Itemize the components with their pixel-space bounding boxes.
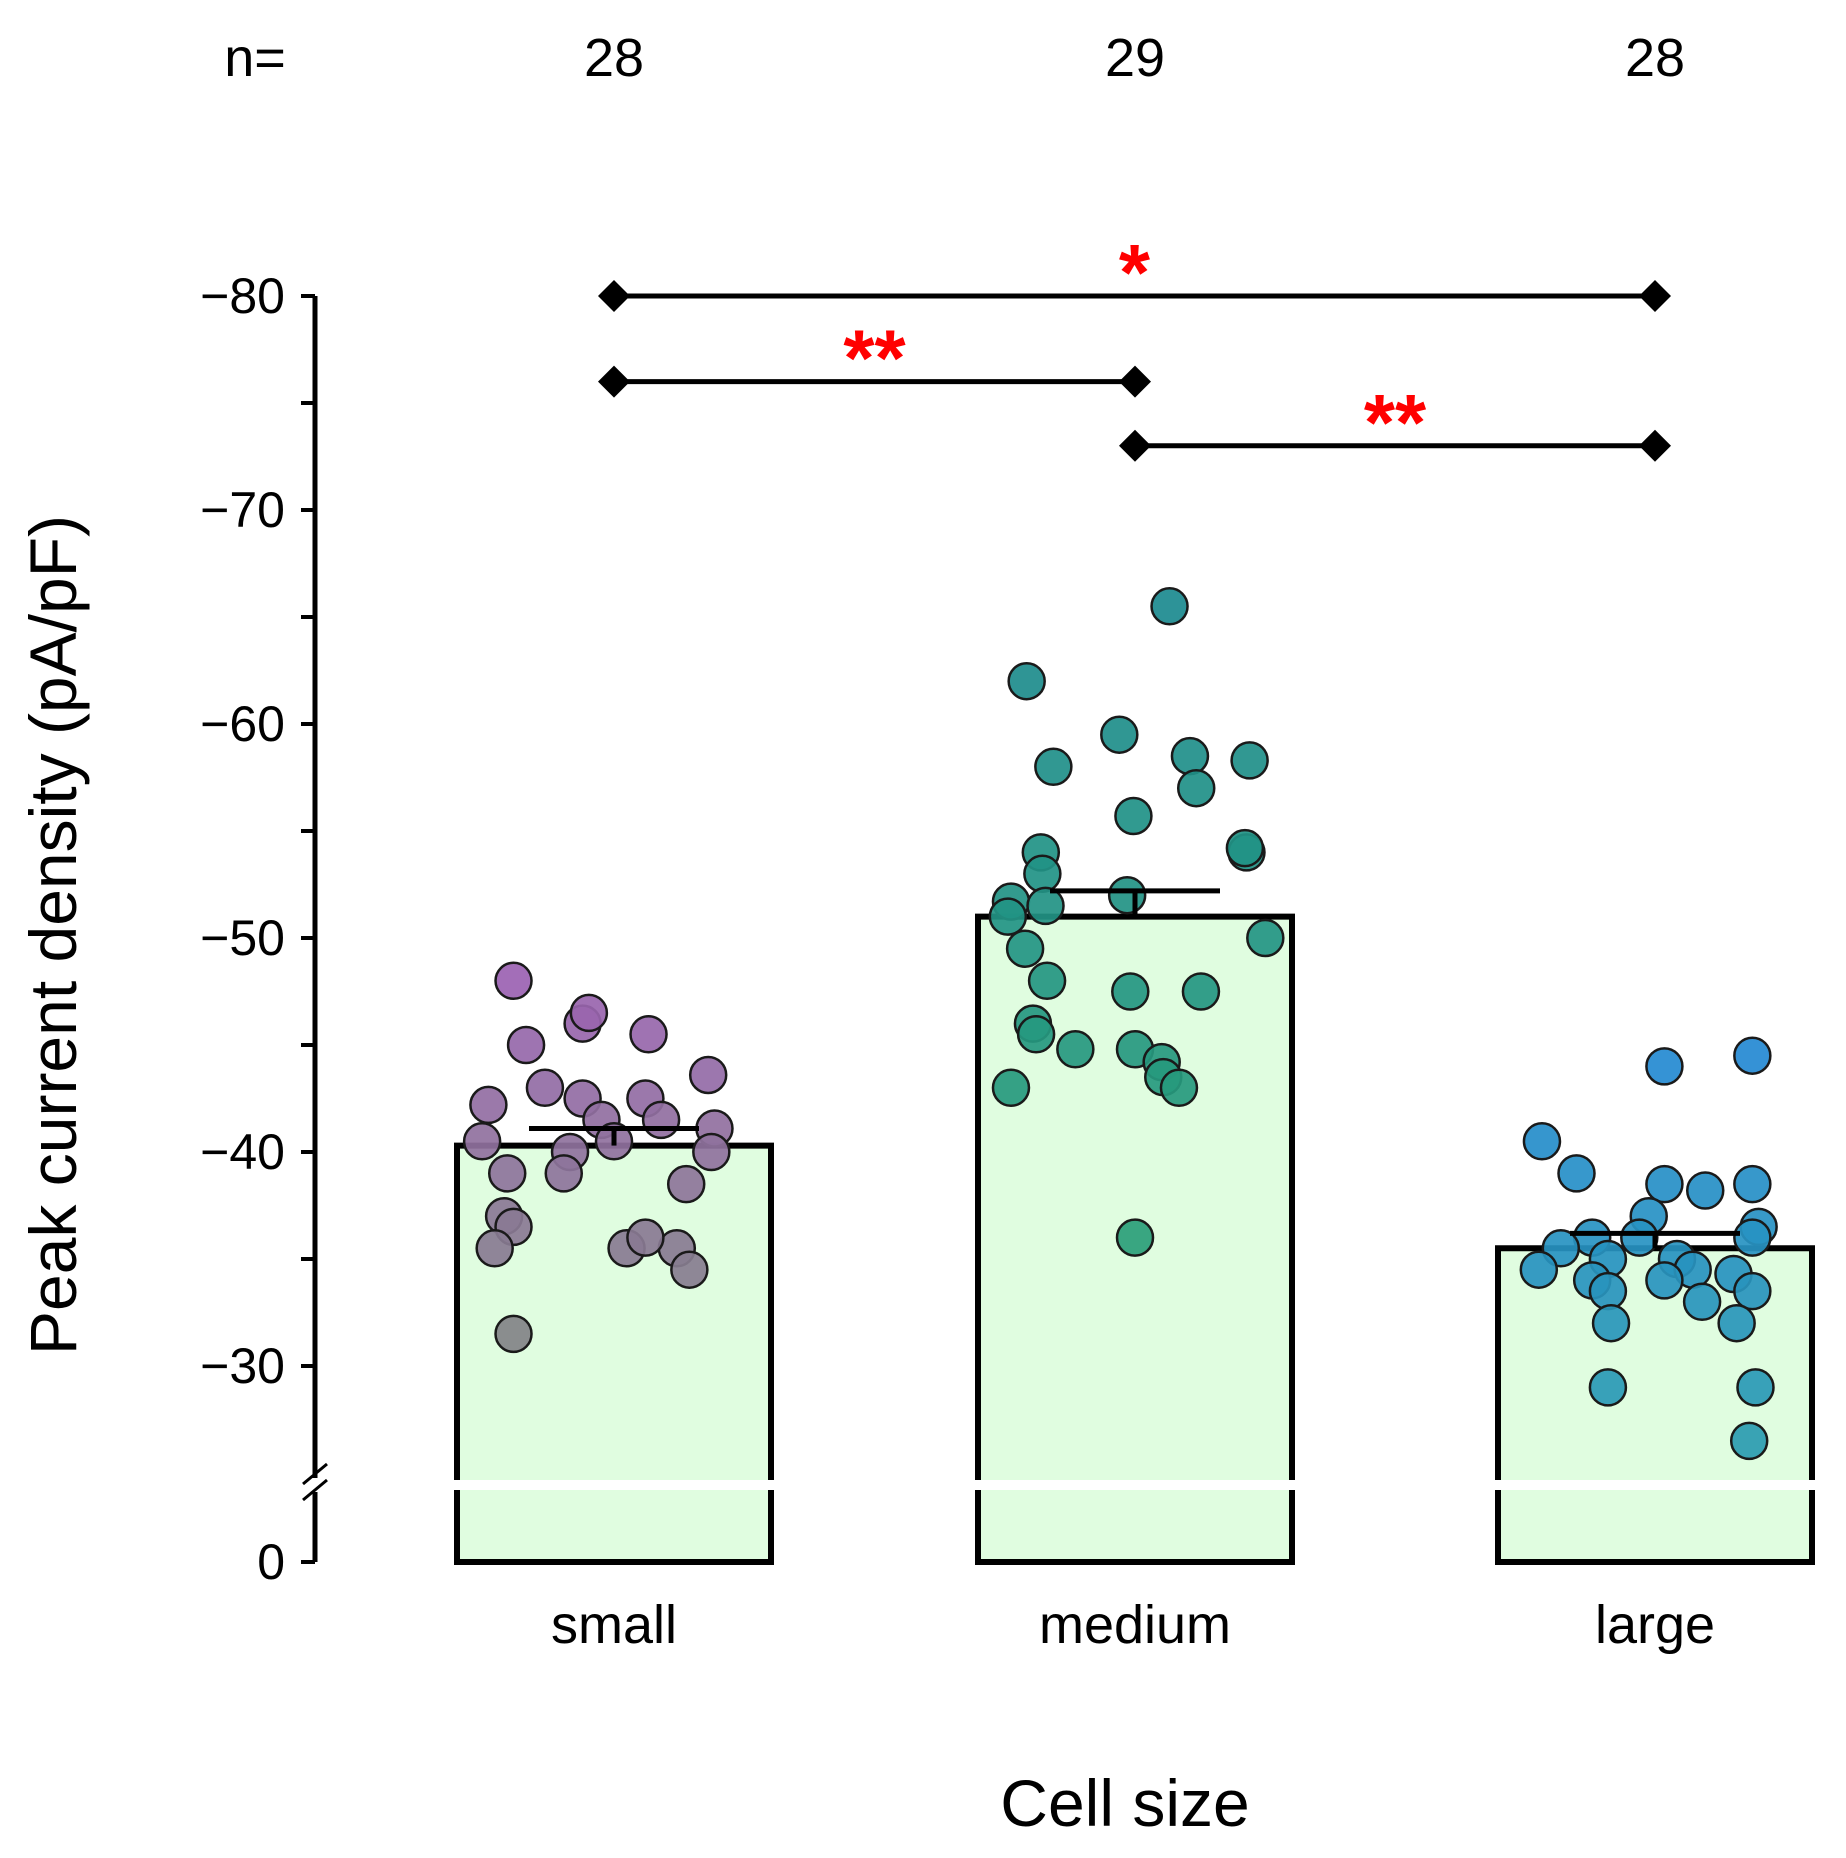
n-value-label: 28 [1625,28,1685,88]
data-point-medium [1026,886,1065,926]
data-point-medium [1246,918,1285,958]
data-point-large [1519,1250,1559,1289]
data-point-large [1588,1271,1628,1311]
n-value-label: 28 [584,28,644,88]
n-value-label: 29 [1105,28,1165,88]
data-point-large [1645,1047,1684,1086]
data-point-small [487,1154,527,1193]
significance-diamond-marker [1639,280,1671,312]
bar-outline-lower-large [1495,1489,1815,1565]
data-point-small [475,1229,514,1268]
data-point-medium [1159,1068,1199,1108]
axis-break-mark [302,1462,328,1486]
data-point-large [1645,1261,1684,1300]
data-point-medium [1230,741,1269,780]
data-point-large [1522,1122,1562,1161]
data-point-large [1729,1421,1769,1461]
data-point-medium [1150,587,1189,626]
significance-star: ** [843,314,906,403]
data-point-large [1620,1218,1659,1257]
data-point-large [1685,1171,1725,1210]
data-point-medium [1100,715,1139,754]
data-point-medium [1027,961,1067,1001]
data-point-large [1557,1154,1596,1193]
data-point-small [525,1068,565,1108]
significance-diamond-marker [1119,365,1151,398]
data-point-medium [1056,1030,1095,1069]
data-point-large [1645,1164,1684,1204]
significance-diamond-marker [598,365,630,398]
data-point-small [469,1085,508,1125]
data-point-medium [1181,972,1221,1011]
x-axis-title: Cell size [1000,1766,1249,1840]
y-tick-label: −30 [200,1338,285,1394]
significance-star: ** [1364,378,1427,467]
data-point-medium [1111,972,1150,1011]
y-axis: 0 −30 −40 −50 −60 −70 −80 [200,268,328,1590]
y-tick-label: −60 [200,696,285,752]
x-category-label: large [1595,1595,1715,1655]
data-point-small [544,1154,584,1193]
labels-layer: Peak current density (pA/pF) Cell size n… [16,28,1715,1840]
data-point-medium [1007,661,1046,701]
significance-star: * [1119,228,1151,317]
data-point-medium [1176,768,1216,808]
significance-diamond-marker [598,280,630,312]
y-tick-label: −70 [200,482,285,538]
y-axis-title: Peak current density (pA/pF) [16,515,90,1355]
data-point-medium [988,897,1028,936]
data-point-small [506,1025,546,1065]
significance-diamond-marker [1119,429,1151,462]
y-tick-label: −40 [200,1124,285,1180]
significance-layer: ***** [598,228,1671,467]
data-point-small [692,1132,731,1172]
data-point-small [629,1015,668,1054]
data-point-small [462,1122,502,1161]
bar-outline-lower-medium [975,1489,1295,1565]
data-point-large [1717,1303,1756,1343]
error-bars-layer [529,888,1740,1249]
data-point-small [688,1055,728,1095]
data-point-medium [1016,1015,1056,1054]
data-point-large [1588,1368,1628,1407]
data-point-large [1733,1271,1772,1311]
bar-outline-lower-small [454,1489,774,1565]
data-point-medium [1023,854,1062,894]
data-point-large [1733,1036,1772,1075]
axis-break-band [440,1480,1840,1490]
data-point-small [626,1218,665,1257]
data-point-large [1736,1368,1775,1407]
data-point-medium [1005,929,1045,968]
data-point-medium [1107,875,1147,915]
data-point-small [641,1100,681,1140]
data-point-medium [1225,828,1265,868]
data-point-small [670,1250,709,1289]
x-category-label: small [551,1595,677,1655]
data-point-small [494,1314,533,1354]
x-category-label: medium [1039,1595,1231,1655]
data-point-medium [1115,1218,1155,1257]
y-tick-label: 0 [257,1534,285,1590]
y-tick-label: −50 [200,910,285,966]
data-point-small [569,993,609,1033]
data-point-medium [1114,796,1153,836]
axis-break-mark [302,1478,328,1502]
data-point-medium [1170,736,1210,776]
data-point-medium [991,1068,1031,1108]
points-layer [462,587,1778,1461]
data-point-small [494,961,533,1001]
y-tick-label: −80 [200,268,285,324]
data-point-large [1733,1218,1772,1257]
data-point-large [1682,1282,1722,1322]
n-label: n= [224,28,286,88]
data-point-large [1591,1303,1631,1343]
significance-diamond-marker [1639,429,1671,462]
data-point-medium [1034,747,1073,787]
data-point-small [666,1164,706,1204]
data-point-large [1733,1164,1772,1204]
